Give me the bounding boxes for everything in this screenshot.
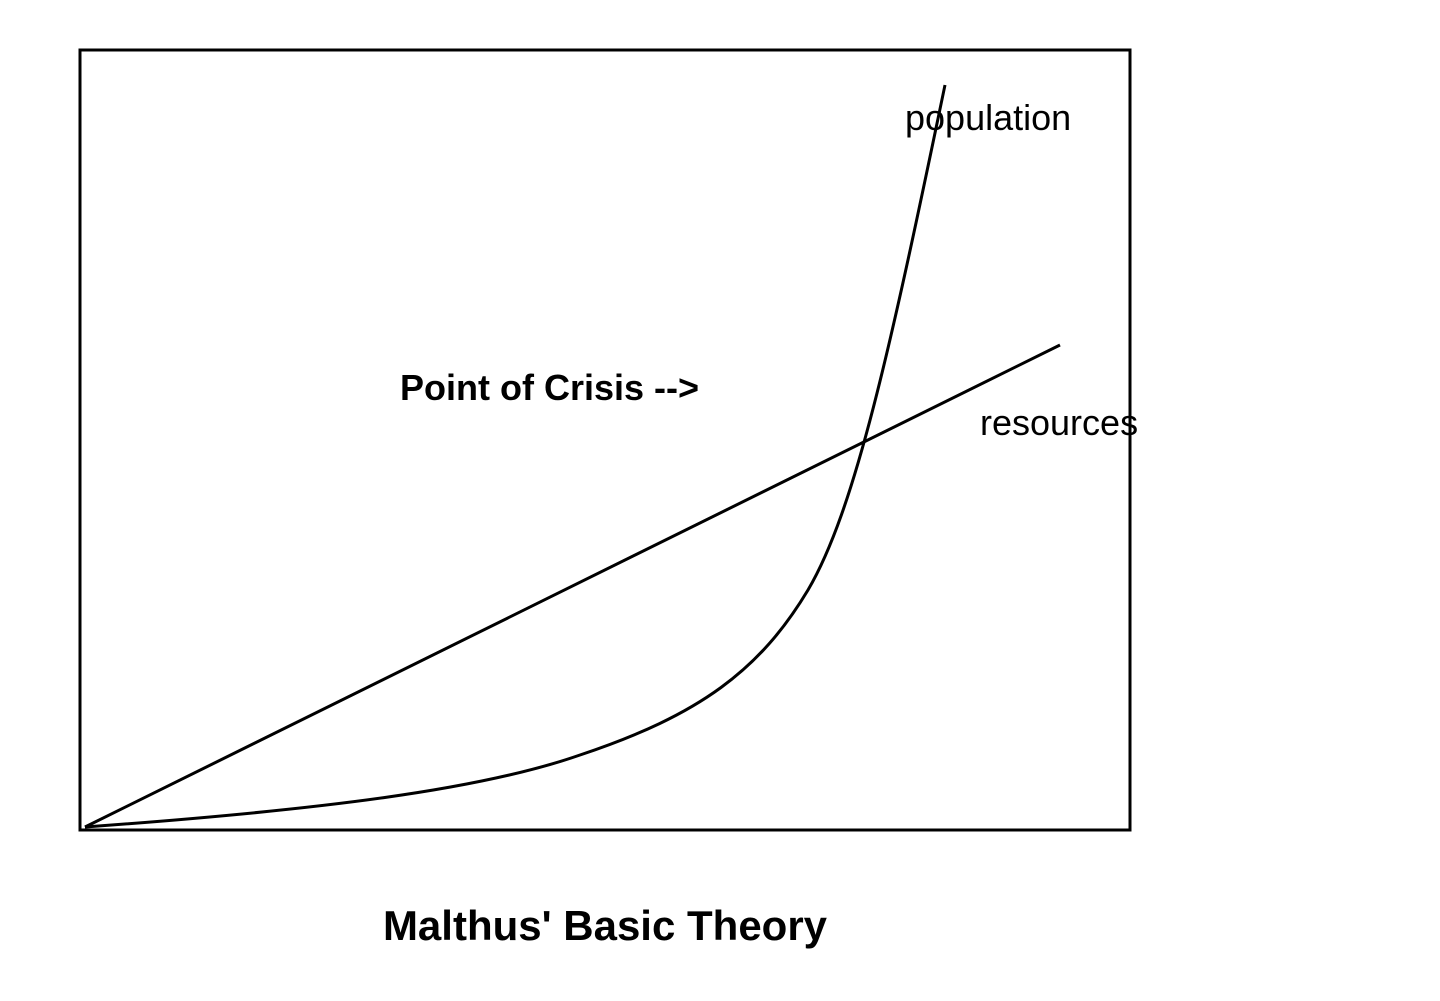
label-resources: resources bbox=[980, 402, 1138, 443]
diagram-container: population resources Point of Crisis -->… bbox=[0, 0, 1440, 1001]
point-of-crisis-annotation: Point of Crisis --> bbox=[400, 367, 699, 408]
chart-background bbox=[0, 0, 1440, 1001]
malthus-chart: population resources Point of Crisis -->… bbox=[0, 0, 1440, 1001]
chart-title: Malthus' Basic Theory bbox=[383, 902, 828, 949]
label-population: population bbox=[905, 97, 1071, 138]
